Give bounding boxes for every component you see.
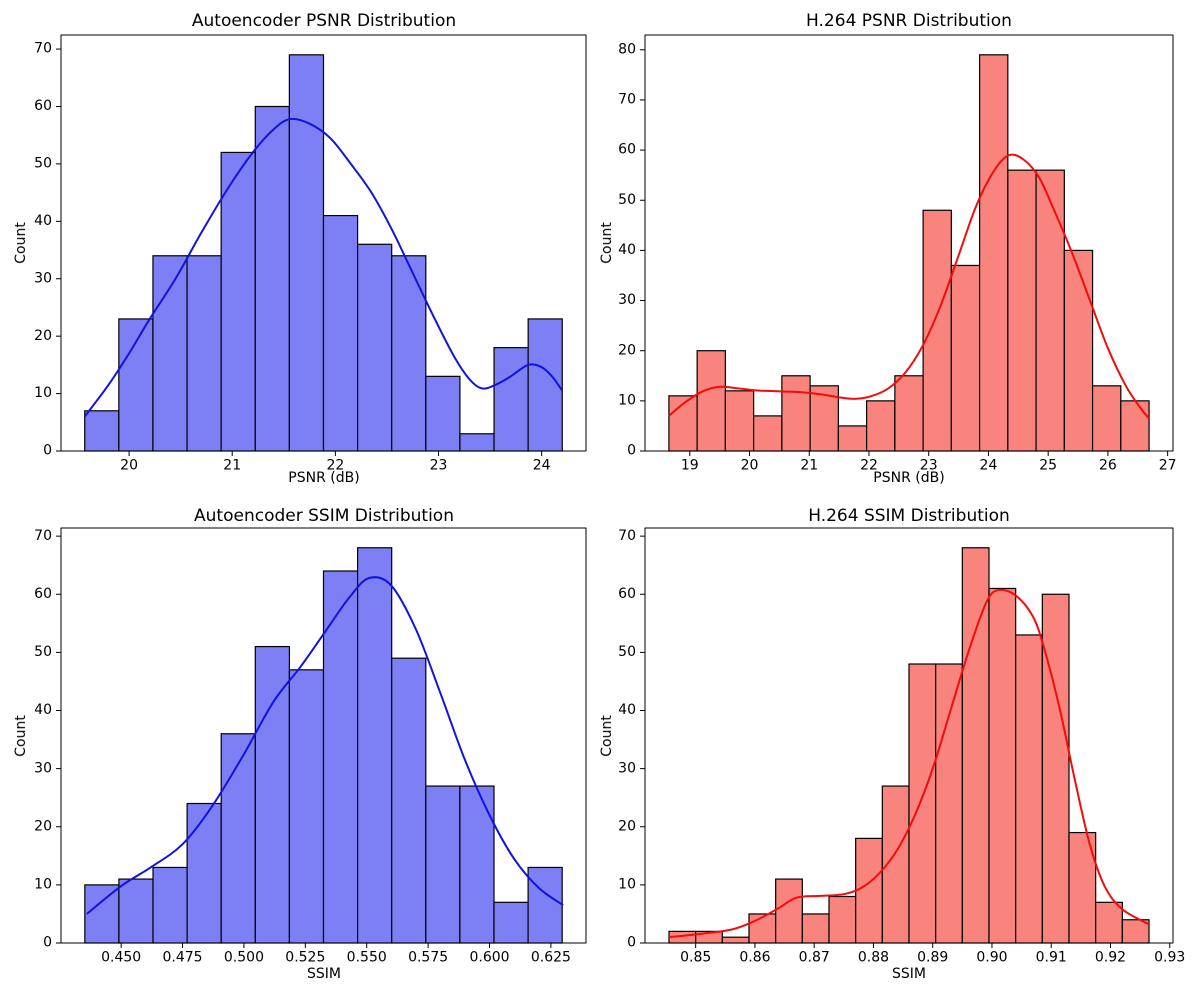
y-axis-label: Count [13,222,29,264]
subplot-autoencoder-ssim: Autoencoder SSIM Distribution SSIM Count [0,500,600,1000]
subplot-autoencoder-psnr: Autoencoder PSNR Distribution PSNR (dB) … [0,0,600,500]
subplot-h264-psnr: H.264 PSNR Distribution PSNR (dB) Count [599,0,1200,500]
subplot-h264-ssim: H.264 SSIM Distribution SSIM Count [599,500,1200,1000]
chart-title: H.264 PSNR Distribution [806,11,1012,31]
chart-title: Autoencoder SSIM Distribution [194,506,454,526]
y-axis-label: Count [599,222,615,264]
histogram-canvas-h264-psnr [600,0,1200,500]
x-axis-label: PSNR (dB) [288,470,360,486]
histogram-canvas-autoencoder-ssim [0,500,600,1000]
y-axis-label: Count [599,715,615,757]
chart-title: H.264 SSIM Distribution [808,506,1010,526]
histogram-canvas-h264-ssim [600,500,1200,1000]
x-axis-label: PSNR (dB) [873,470,945,486]
y-axis-label: Count [13,715,29,757]
histogram-canvas-autoencoder-psnr [0,0,600,500]
x-axis-label: SSIM [892,966,926,982]
chart-title: Autoencoder PSNR Distribution [191,11,457,31]
x-axis-label: SSIM [307,966,341,982]
